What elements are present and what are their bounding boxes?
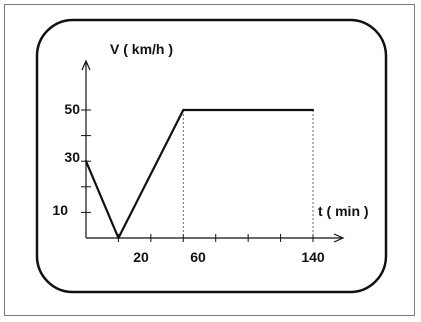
series-segment-1 (84, 160, 120, 240)
x-tick-label-60: 60 (190, 249, 206, 265)
y-tick-label-50: 50 (64, 101, 80, 117)
chart-panel (35, 18, 388, 294)
x-axis-title: t ( min ) (318, 203, 369, 219)
y-axis-arrow (81, 59, 91, 71)
y-tick-label-10: 10 (52, 202, 68, 218)
y-tick-label-30: 30 (64, 149, 80, 165)
series-lines (84, 108, 315, 240)
x-tick-label-140: 140 (301, 249, 325, 265)
x-axis-arrow (333, 233, 345, 243)
guide-lines (182, 110, 314, 238)
x-tick-label-20: 20 (133, 249, 149, 265)
y-axis-title: V ( km/h ) (110, 41, 173, 57)
series-segment-2 (117, 108, 185, 240)
